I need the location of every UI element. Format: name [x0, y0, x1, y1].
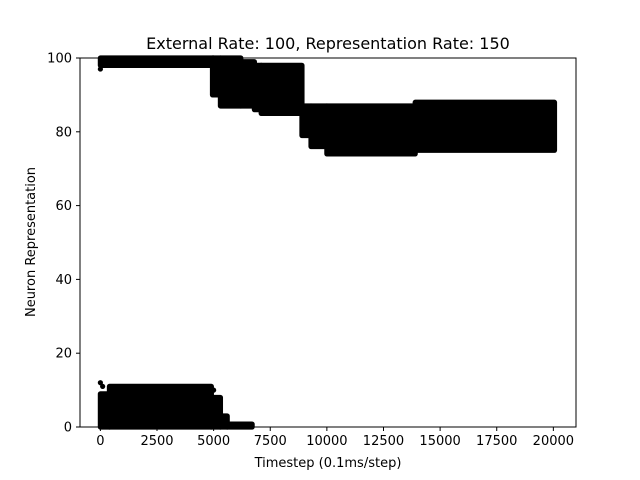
- y-tick-label: 100: [47, 52, 72, 67]
- x-tick-label: 17500: [476, 434, 517, 449]
- x-tick-label: 12500: [363, 434, 404, 449]
- data-band: [324, 103, 418, 157]
- y-tick-label: 80: [55, 125, 72, 140]
- data-band: [224, 421, 255, 430]
- x-axis-label: Timestep (0.1ms/step): [254, 456, 402, 471]
- x-tick-label: 15000: [419, 434, 460, 449]
- x-tick-label: 2500: [140, 434, 173, 449]
- data-band: [308, 103, 330, 150]
- y-tick-label: 20: [55, 347, 72, 362]
- chart-title: External Rate: 100, Representation Rate:…: [146, 34, 510, 53]
- data-point: [97, 66, 103, 72]
- data-band: [258, 62, 305, 116]
- x-tick-label: 5000: [197, 434, 230, 449]
- plot-frame: [79, 57, 577, 428]
- x-tick-label: 10000: [306, 434, 347, 449]
- data-band: [106, 383, 214, 430]
- x-axis-ticks: 0 2500 5000 7500 10000 12500 15000 17500 20000: [96, 427, 574, 449]
- data-point: [211, 387, 217, 393]
- data-band: [412, 99, 558, 153]
- data-point: [217, 417, 224, 423]
- data-bands: [97, 55, 558, 430]
- data-band: [97, 55, 217, 68]
- y-tick-label: 40: [55, 273, 72, 288]
- y-tick-label: 60: [55, 199, 72, 214]
- data-points: [97, 66, 224, 423]
- data-point: [213, 398, 219, 404]
- data-band: [217, 55, 244, 109]
- x-tick-label: 20000: [533, 434, 574, 449]
- data-point: [100, 383, 106, 390]
- y-tick-label: 0: [64, 421, 72, 436]
- x-tick-label: 7500: [254, 434, 287, 449]
- y-axis-ticks: 0 20 40 60 80 100: [47, 52, 80, 436]
- y-axis-label: Neuron Representation: [24, 167, 39, 317]
- x-tick-label: 0: [96, 434, 104, 449]
